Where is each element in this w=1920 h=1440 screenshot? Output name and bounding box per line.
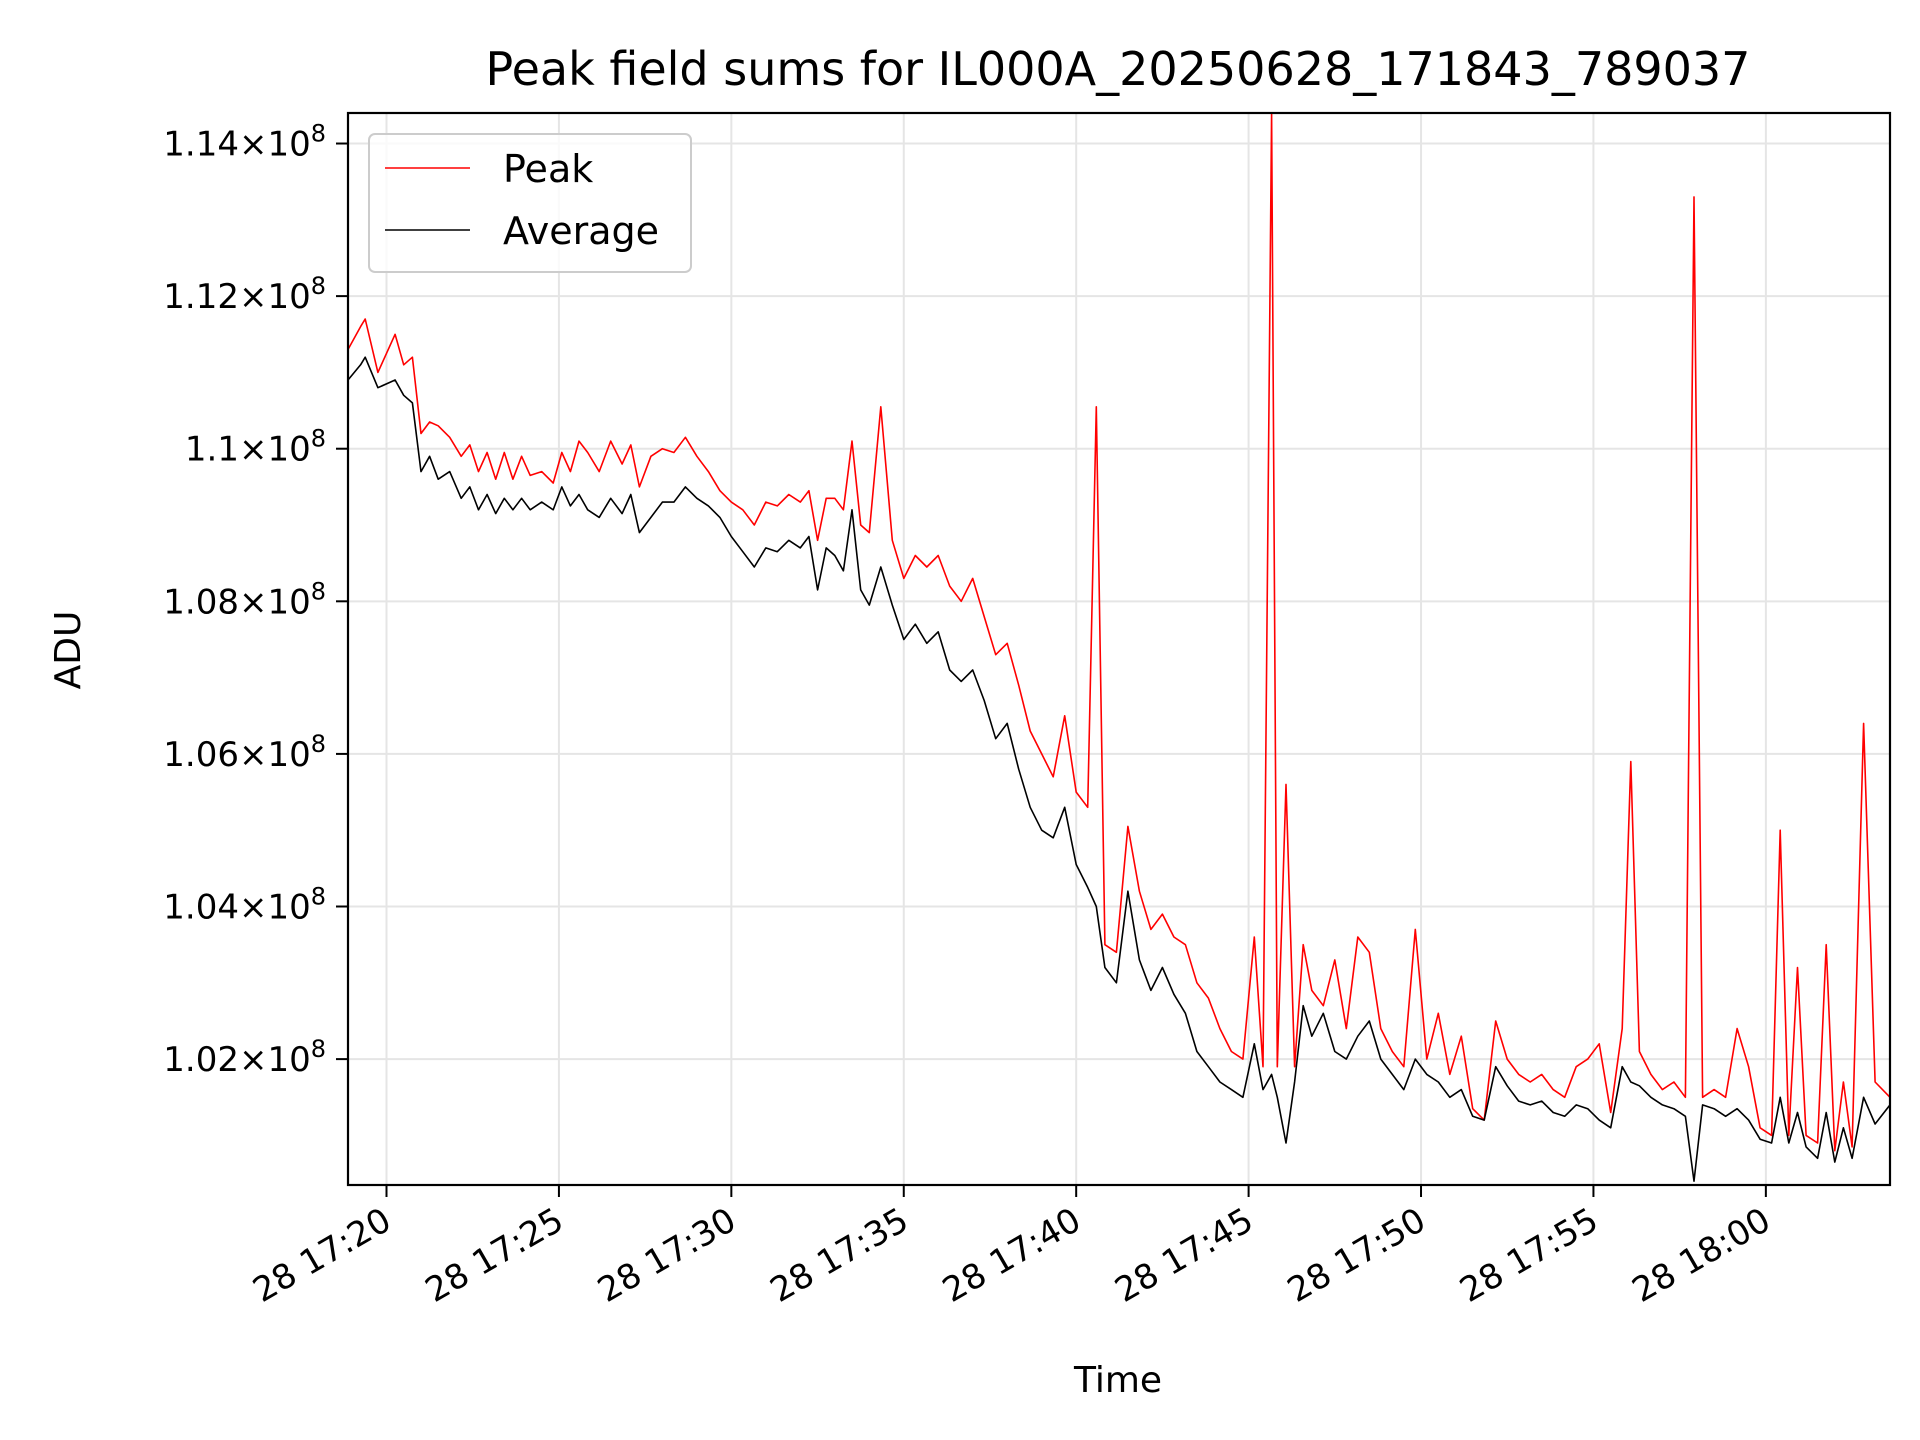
- chart-title: Peak field sums for IL000A_20250628_1718…: [486, 42, 1751, 96]
- legend: Peak Average: [368, 133, 692, 273]
- y-tick-label: 1.1×108: [185, 425, 326, 470]
- y-tick-label: 1.14×108: [163, 120, 326, 165]
- legend-label-average: Average: [503, 209, 659, 253]
- plot-frame: [346, 111, 1892, 1187]
- y-axis-title: ADU: [48, 611, 89, 690]
- grid: [348, 113, 1890, 1185]
- series-line-average: [348, 356, 1890, 1182]
- series-lines: [348, 113, 1890, 1182]
- series-line-peak: [348, 113, 1890, 1152]
- y-tick-label: 1.02×108: [163, 1035, 326, 1080]
- y-tick-label: 1.06×108: [163, 730, 326, 775]
- legend-label-peak: Peak: [503, 147, 593, 191]
- y-tick-label: 1.12×108: [163, 272, 326, 317]
- y-axis: 1.02×108 1.04×108 1.06×108 1.08×108 1.1×108 1…: [163, 120, 348, 1080]
- y-tick-label: 1.08×108: [163, 577, 326, 622]
- x-axis-title: Time: [1073, 1360, 1162, 1401]
- y-tick-label: 1.04×108: [163, 883, 326, 928]
